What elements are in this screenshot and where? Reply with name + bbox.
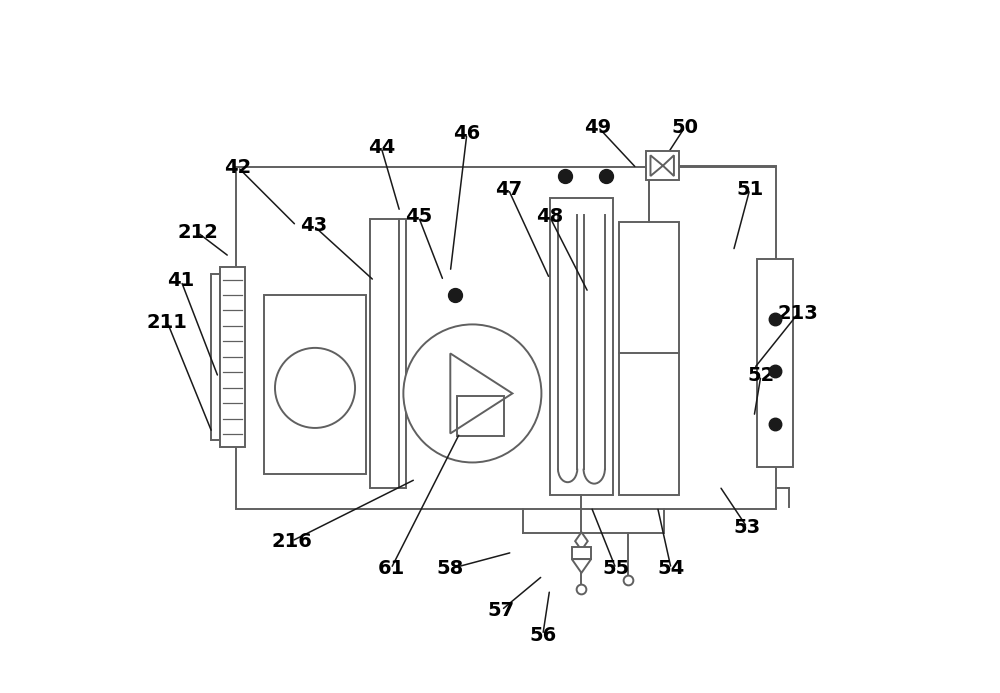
- Bar: [211, 274, 220, 439]
- Text: 61: 61: [377, 559, 405, 578]
- Text: 45: 45: [405, 207, 432, 226]
- Text: 211: 211: [147, 313, 188, 332]
- Bar: [220, 267, 245, 446]
- Bar: [236, 167, 776, 509]
- Bar: [457, 396, 504, 436]
- Bar: [399, 219, 406, 488]
- Text: 41: 41: [167, 272, 195, 290]
- Text: 57: 57: [488, 601, 515, 620]
- Text: 58: 58: [437, 559, 464, 578]
- Text: 42: 42: [224, 157, 251, 177]
- Text: 53: 53: [734, 518, 761, 537]
- Text: 48: 48: [536, 207, 563, 226]
- Polygon shape: [572, 559, 591, 573]
- Text: 51: 51: [736, 179, 763, 199]
- Bar: [646, 151, 679, 180]
- Bar: [550, 198, 613, 495]
- Text: 47: 47: [495, 179, 522, 199]
- Circle shape: [403, 324, 541, 462]
- Bar: [619, 222, 679, 495]
- Text: 55: 55: [602, 559, 630, 578]
- Bar: [370, 219, 399, 488]
- Bar: [572, 547, 591, 559]
- Text: 56: 56: [529, 626, 556, 644]
- Polygon shape: [575, 532, 588, 550]
- Text: 216: 216: [271, 532, 312, 551]
- Text: 50: 50: [671, 118, 698, 137]
- Bar: [757, 259, 793, 467]
- Text: 46: 46: [453, 125, 480, 143]
- Text: 213: 213: [778, 304, 819, 323]
- Bar: [264, 295, 366, 474]
- Text: 52: 52: [747, 366, 775, 385]
- Text: 49: 49: [584, 118, 612, 137]
- Text: 43: 43: [300, 216, 327, 235]
- Text: 212: 212: [177, 223, 218, 242]
- Text: 44: 44: [368, 138, 395, 157]
- Text: 54: 54: [658, 559, 685, 578]
